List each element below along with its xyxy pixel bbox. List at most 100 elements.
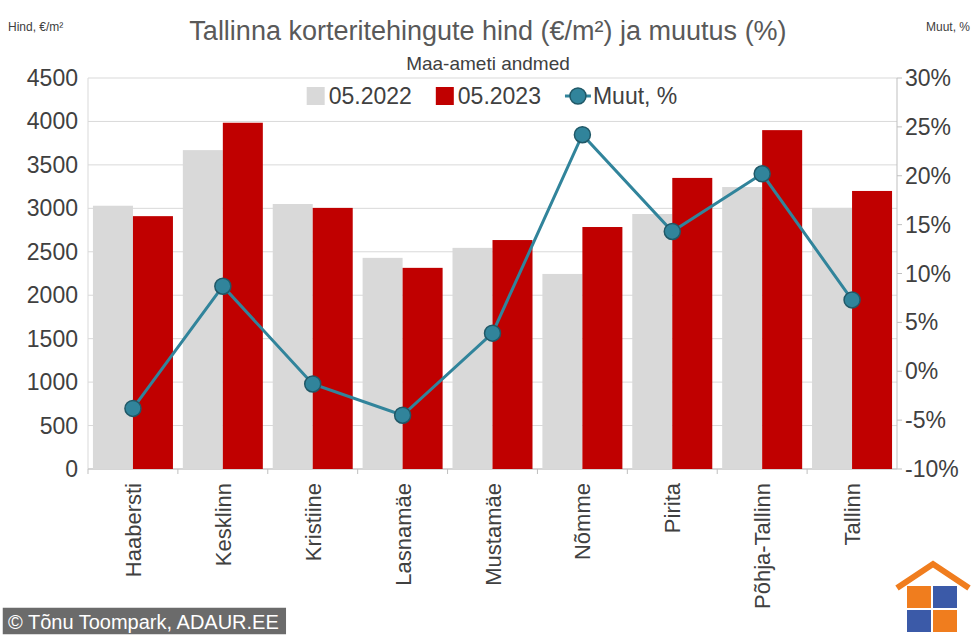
y2-tick [897,78,902,79]
line-marker [574,127,590,143]
change-line [133,135,852,416]
y-tick-label: 4500 [27,65,78,91]
y2-tick-label: 25% [905,114,951,140]
bar [363,258,403,469]
y2-tick [897,273,902,274]
x-tick [88,469,89,474]
y2-tick-label: 5% [905,309,938,335]
y-axis-line [88,78,89,469]
source-text: © Tõnu Toompark, ADAUR.EE [8,611,279,633]
x-tick [447,469,448,474]
x-tick-label: Kristiine [301,483,326,561]
y-tick-label: 0 [65,456,78,482]
x-tick-label: Tallinn [840,483,865,545]
y2-tick-label: -5% [905,407,946,433]
logo-roof [897,564,969,588]
y-tick-label: 500 [40,413,78,439]
legend: 05.2022 05.2023 Muut, % [307,83,678,109]
y2-tick [897,469,902,470]
logo-piece [907,586,931,608]
line-group [125,127,860,424]
title: Tallinna korteritehingute hind (€/m²) ja… [189,16,786,46]
y2-tick-label: 30% [905,65,951,91]
x-tick [627,469,628,474]
legend-symbol [436,87,454,105]
y2-tick [897,175,902,176]
background [0,0,977,638]
line-marker [485,325,501,341]
grid-line [88,121,897,122]
bar [722,187,762,469]
chart-container: 050010001500200025003000350040004500-10%… [0,0,977,638]
line-marker [305,376,321,392]
y-tick-label: 3500 [27,152,78,178]
x-tick [177,469,178,474]
logo [897,564,969,632]
grid-line [88,78,897,79]
bar [223,123,263,469]
x-tick-label: Haabersti [121,483,146,577]
y2-tick [897,420,902,421]
source-background [2,607,287,635]
x-tick [717,469,718,474]
y-tick-label: 2500 [27,239,78,265]
y2-tick-label: 0% [905,358,938,384]
bar [672,178,712,469]
legend-label: 05.2023 [458,83,541,109]
y2-axis-label: Muut, % [926,20,970,34]
legend-symbol [570,88,586,104]
y-tick-label: 1500 [27,326,78,352]
bar [183,150,223,469]
x-tick [267,469,268,474]
chart-svg: 050010001500200025003000350040004500-10%… [0,0,977,638]
y2-tick [897,371,902,372]
x-tick-label: Lasnamäe [391,483,416,586]
y2-tick-label: 15% [905,212,951,238]
bar [273,204,313,469]
x-tick-label: Nõmme [570,483,595,560]
bar [453,248,493,469]
bar [542,274,582,469]
bar [582,227,622,469]
logo-piece [907,610,931,632]
line-marker [215,278,231,294]
bar [403,268,443,469]
x-tick-label: Pirita [660,482,685,533]
source-box: © Tõnu Toompark, ADAUR.EE [2,607,287,635]
logo-piece [933,610,957,632]
y-tick-label: 3000 [27,195,78,221]
x-tick-label: Mustamäe [481,483,506,586]
y2-axis-line [897,78,898,469]
x-tick [807,469,808,474]
line-marker [844,292,860,308]
line-marker [395,407,411,423]
bar [812,208,852,469]
bar [93,206,133,469]
legend-symbol [307,87,325,105]
x-tick-label: Põhja-Tallinn [750,483,775,609]
bar [133,216,173,469]
y2-tick [897,224,902,225]
legend-label: 05.2022 [329,83,412,109]
bar [632,214,672,469]
y2-tick-label: -10% [905,456,959,482]
bar [852,191,892,469]
y2-tick-label: 10% [905,261,951,287]
y-axis-label: Hind, €/m² [8,20,63,34]
x-tick [357,469,358,474]
y2-tick-label: 20% [905,163,951,189]
legend-label: Muut, % [593,83,677,109]
bars-group [93,123,892,469]
bar [313,208,353,469]
y-tick-label: 1000 [27,369,78,395]
line-marker [754,166,770,182]
y2-tick [897,322,902,323]
y2-tick [897,126,902,127]
subtitle: Maa-ameti andmed [406,53,570,74]
line-marker [125,400,141,416]
y-tick-label: 4000 [27,108,78,134]
x-tick [537,469,538,474]
bar [493,240,533,469]
line-marker [664,223,680,239]
x-tick-label: Kesklinn [211,483,236,566]
